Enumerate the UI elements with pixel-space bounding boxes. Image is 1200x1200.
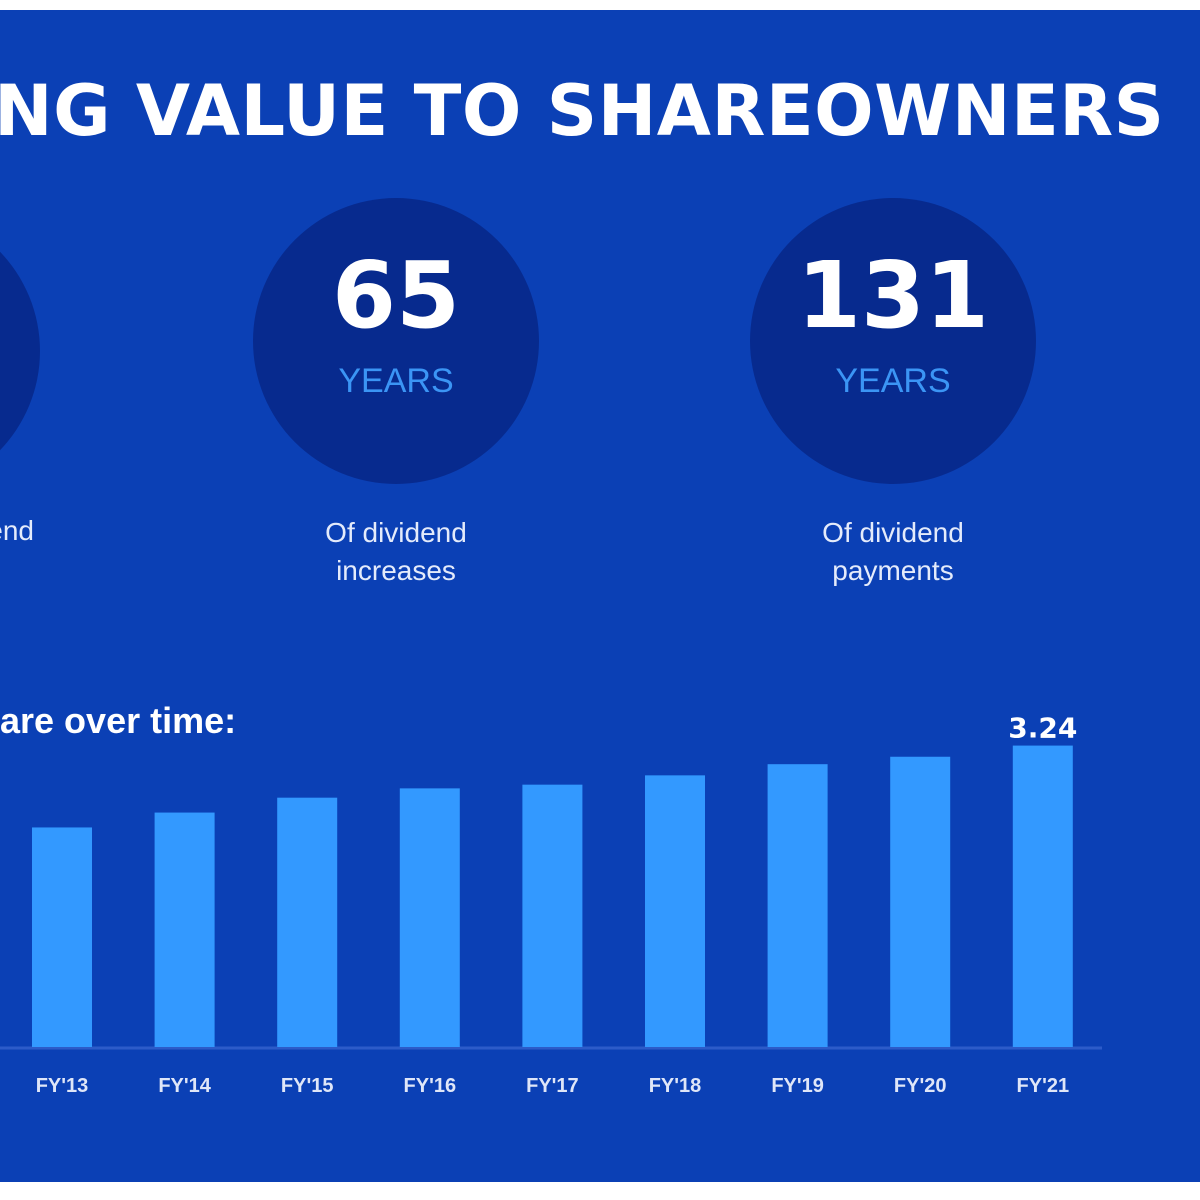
bar-fy19 (767, 764, 828, 1047)
stat-circle-1 (0, 208, 40, 494)
stat-unit: YEARS (338, 362, 454, 400)
bar-fy20 (890, 756, 951, 1047)
bar-fy18 (645, 775, 705, 1047)
data-label: 3.24 (1008, 712, 1077, 745)
x-tick-label: FY'18 (649, 1075, 702, 1097)
stat-description-line: increases (336, 555, 456, 586)
bar-fy13 (32, 827, 92, 1047)
stat-circle-dividend-payments: 131 YEARS (750, 198, 1036, 484)
stat-description-1: end (0, 512, 38, 550)
stat-unit: YEARS (835, 362, 951, 400)
stat-description-line: end (0, 515, 34, 546)
slide-panel: NG VALUE TO SHAREOWNERS end 65 YEARS Of … (0, 10, 1200, 1182)
bar-fy17 (522, 784, 583, 1047)
stat-description-dividend-payments: Of dividend payments (743, 514, 1043, 590)
x-tick-label: FY'20 (894, 1075, 947, 1097)
bar-fy14 (154, 812, 215, 1047)
stat-number: 131 (796, 242, 990, 349)
bar-fy15 (277, 797, 338, 1047)
x-tick-label: FY'16 (404, 1075, 457, 1097)
x-tick-label: FY'21 (1017, 1075, 1070, 1097)
x-tick-label: FY'13 (36, 1075, 89, 1097)
x-tick-label: FY'15 (281, 1075, 334, 1097)
page-title: NG VALUE TO SHAREOWNERS (0, 70, 1165, 152)
dividend-bar-chart: FY'13 FY'14 FY'15 FY'16 FY'17 FY'18 FY'19 FY'20… (0, 712, 1102, 1097)
stat-number: 65 (331, 242, 461, 349)
bar-fy16 (399, 788, 460, 1047)
x-tick-label: FY'19 (771, 1075, 824, 1097)
chart-title: are over time: (0, 700, 237, 741)
stat-description-line: Of dividend (325, 517, 467, 548)
stat-circle-dividend-increases: 65 YEARS (253, 198, 539, 484)
bar-fy21 (1012, 745, 1073, 1047)
x-tick-label: FY'17 (526, 1075, 579, 1097)
stat-description-line: Of dividend (822, 517, 964, 548)
stat-description-dividend-increases: Of dividend increases (246, 514, 546, 590)
x-tick-label: FY'14 (158, 1075, 211, 1097)
stat-description-line: payments (832, 555, 954, 586)
